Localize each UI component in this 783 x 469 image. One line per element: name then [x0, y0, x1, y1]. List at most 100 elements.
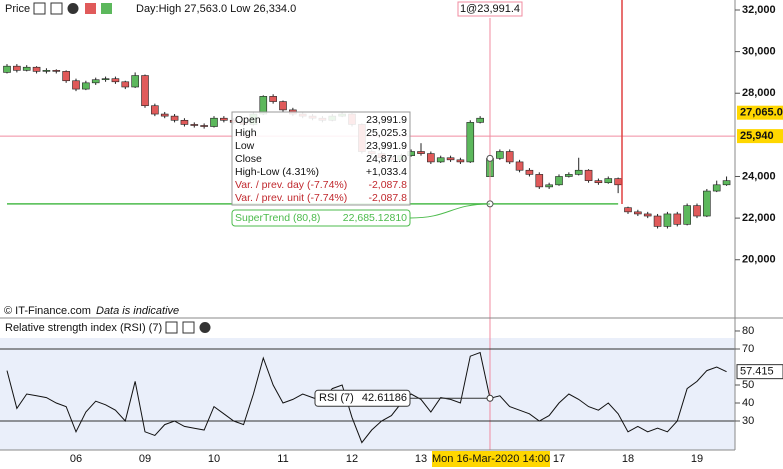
candle-body [693, 205, 701, 217]
y-tick-label: 28,000 [742, 87, 776, 99]
wrench-icon[interactable] [33, 2, 46, 15]
x-tick-label: 17 [553, 453, 565, 465]
last-value-label: 57.415 [740, 366, 774, 378]
last-value-box [736, 364, 783, 380]
y-tick-label: 32,000 [742, 4, 776, 16]
close-icon[interactable] [199, 322, 211, 333]
y-tick-label: 70 [742, 343, 754, 355]
candle-body [663, 213, 672, 227]
tooltip: SuperTrend (80,8) 22,685.12810 Open 23,99… [231, 111, 491, 227]
x-tick-label: 12 [346, 453, 358, 465]
candle-body [683, 205, 691, 225]
candle-body [417, 151, 425, 154]
wrench-icon[interactable] [165, 321, 178, 334]
tooltip-label: Var. / prev. unit (-7.74%) [235, 192, 347, 204]
candle-body [712, 184, 721, 192]
rsi-icons [165, 321, 211, 334]
toolbar-icons [33, 2, 112, 15]
candle-body [160, 113, 169, 117]
y-tick-label: 30 [742, 415, 754, 427]
date-label: Mon 16-Mar-2020 14:00 [432, 453, 550, 465]
tooltip-label: Low [235, 140, 255, 152]
tooltip-value: 23,991.9 [366, 140, 407, 152]
y-tick-label: 50 [742, 379, 754, 391]
tooltip-value: 25,025.3 [366, 127, 407, 139]
candle-body [3, 65, 11, 73]
tooltip-box [231, 111, 411, 206]
candle-body [52, 70, 61, 72]
source: © IT-Finance.com [4, 305, 91, 317]
candle-body [72, 80, 80, 90]
price-marker-label: 27,065.0 [740, 107, 783, 119]
candle-body [476, 117, 484, 123]
y-tick-label: 20,000 [742, 254, 776, 266]
x-tick-label: 13 [415, 453, 427, 465]
rsi-tooltip-name: RSI (7) [319, 392, 354, 404]
candle-body [42, 70, 51, 72]
y-tick-label: 22,000 [742, 212, 776, 224]
price-marker [737, 129, 783, 144]
window-icon[interactable] [182, 321, 195, 334]
candle-body [555, 176, 563, 186]
tooltip-value: 24,871.0 [366, 153, 407, 165]
candle-body [673, 213, 682, 225]
callout [409, 203, 491, 219]
candle-body [634, 211, 642, 215]
note: Data is indicative [96, 305, 179, 317]
window-icon[interactable] [50, 2, 63, 15]
tooltip-label: High-Low (4.31%) [235, 166, 319, 178]
candle-body [653, 215, 662, 227]
cursor-dot [486, 154, 494, 162]
candle-body [22, 66, 31, 71]
candle-body [220, 117, 228, 121]
candle-body [427, 153, 435, 163]
candle-body [190, 124, 199, 126]
x-tick-label: 10 [208, 453, 220, 465]
date-label-box [431, 451, 550, 467]
x-tick-label: 18 [622, 453, 634, 465]
y-tick-label: 80 [742, 325, 754, 337]
candle-body [13, 65, 21, 71]
candle-body [614, 178, 622, 186]
x-tick-label: 19 [691, 453, 703, 465]
tooltip-label: Var. / prev. day (-7.74%) [235, 179, 347, 191]
price-marker [737, 105, 783, 120]
candle-body [446, 157, 455, 161]
candle-body [111, 78, 120, 83]
candle-body [259, 96, 268, 115]
candle-body [279, 101, 287, 111]
candle-body [722, 180, 731, 186]
tooltip-value: -2,087.8 [368, 179, 407, 191]
candle-body [180, 119, 189, 125]
candle-body [141, 75, 149, 107]
candle-body [456, 159, 465, 163]
candle-body [131, 75, 139, 88]
tooltip-label: High [235, 127, 257, 139]
cursor-label: 1@23,991.4 [460, 3, 520, 15]
candle-body [269, 96, 277, 102]
tooltip-label: Close [235, 153, 262, 165]
candle-body [505, 151, 514, 163]
candle-body [624, 207, 632, 213]
candle-body [545, 184, 553, 188]
y-tick-label: 24,000 [742, 170, 776, 182]
rsi-line [6, 351, 727, 444]
close-icon[interactable] [67, 3, 79, 14]
candle-body [32, 66, 41, 72]
y-tick-label: 30,000 [742, 46, 776, 58]
x-tick-label: 11 [277, 453, 288, 465]
candle-body [121, 81, 130, 88]
cursor-dot [486, 394, 494, 402]
up-icon[interactable] [101, 3, 112, 14]
indicator-value: 22,685.12810 [343, 212, 407, 224]
candle-body [101, 78, 110, 81]
candle-body [496, 151, 504, 159]
tooltip-value: +1,033.4 [366, 166, 407, 178]
down-icon[interactable] [85, 3, 96, 14]
rsi-title: Relative strength index (RSI) (7) [5, 322, 162, 334]
cursor-label-box [457, 1, 523, 17]
candle-body [574, 169, 583, 175]
candle-body [604, 178, 613, 184]
tooltip-label: Open [235, 114, 261, 126]
